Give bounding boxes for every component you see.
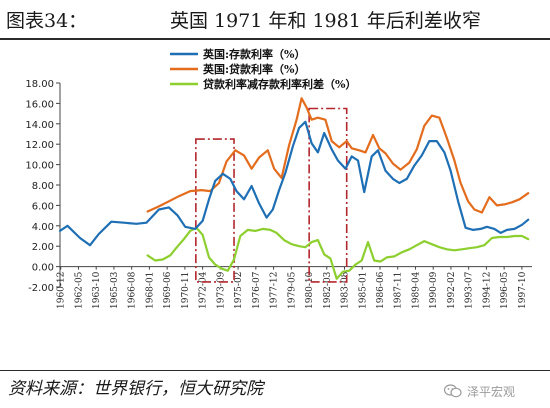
- footer-rule: [0, 370, 550, 371]
- x-tick-label: 1966-08: [128, 271, 138, 309]
- x-tick-label: 1970-11: [181, 272, 191, 309]
- series-line: [146, 226, 530, 280]
- x-tick-label: 1968-01: [145, 272, 155, 309]
- highlight-box: [195, 138, 235, 283]
- x-tick-label: 1983-08: [341, 271, 351, 309]
- legend-label: 贷款利率减存款利率利差（%）: [203, 77, 356, 91]
- y-tick-label: 8.00: [32, 181, 54, 192]
- x-tick-label: 1960-12: [57, 272, 67, 309]
- x-tick-label: 1976-07: [252, 271, 262, 309]
- x-tick-label: 1965-03: [110, 271, 120, 309]
- y-tick-label: 4.00: [32, 222, 54, 233]
- watermark: 泽平宏观: [444, 380, 515, 402]
- x-tick-label: 1989-04: [411, 271, 421, 309]
- figure-title: 英国 1971 年和 1981 年后利差收窄: [170, 10, 481, 32]
- legend-label: 英国:贷款利率（%）: [202, 62, 306, 76]
- x-tick-label: 1986-06: [376, 271, 386, 309]
- y-tick-label: 18.00: [25, 79, 54, 90]
- header-rule: [0, 38, 550, 40]
- source-note: 资料来源：世界银行，恒大研究院: [8, 379, 263, 399]
- x-tick-label: 1963-10: [92, 271, 102, 309]
- highlight-box: [308, 107, 348, 283]
- x-tick-label: 1979-05: [287, 271, 297, 309]
- x-tick-label: 1977-12: [270, 272, 280, 309]
- series-line: [58, 120, 530, 247]
- x-tick-label: 1982-03: [323, 271, 333, 309]
- y-tick-label: 2.00: [32, 242, 54, 253]
- x-tick-label: 1962-05: [74, 271, 84, 309]
- x-tick-label: 1987-11: [394, 272, 404, 309]
- y-tick-label: -2.00: [28, 283, 54, 294]
- legend-label: 英国:存款利率（%）: [202, 47, 306, 61]
- series-line: [146, 97, 530, 214]
- wechat-icon: [444, 384, 462, 398]
- x-tick-label: 1994-12: [482, 272, 492, 309]
- y-tick-label: 0.00: [32, 263, 54, 274]
- line-chart: -2.00 0.00 2.00 4.00 6.00 8.00 10.00 12.00 14.00…: [25, 47, 532, 309]
- x-tick-label: 1972-04: [199, 271, 209, 309]
- x-tick-label: 1975-02: [234, 272, 244, 309]
- x-tick-label: 1993-07: [465, 271, 475, 309]
- x-tick-label: 1973-09: [216, 271, 226, 309]
- y-tick-label: 12.00: [25, 140, 54, 151]
- figure-header: 图表34： 英国 1971 年和 1981 年后利差收窄: [0, 0, 550, 40]
- watermark-text: 泽平宏观: [467, 384, 516, 399]
- y-tick-label: 10.00: [25, 161, 54, 172]
- x-tick-label: 1997-10: [518, 271, 528, 309]
- x-tick-label: 1969-06: [163, 271, 173, 309]
- y-tick-label: 14.00: [25, 120, 54, 131]
- y-tick-label: 6.00: [32, 201, 54, 212]
- x-tick-label: 1992-02: [447, 272, 457, 309]
- x-tick-label: 1990-09: [429, 271, 439, 309]
- x-tick-label: 1996-05: [500, 271, 510, 309]
- y-tick-label: 16.00: [25, 99, 54, 110]
- x-tick-label: 1980-10: [305, 271, 315, 309]
- figure-label: 图表34：: [6, 10, 88, 32]
- x-tick-label: 1985-01: [358, 272, 368, 309]
